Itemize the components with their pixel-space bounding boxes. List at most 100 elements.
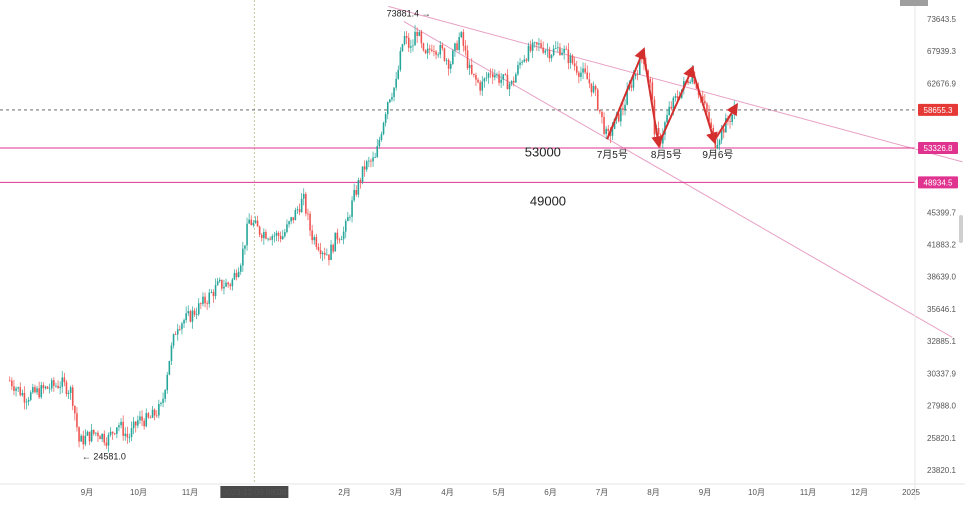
candle-body <box>573 63 576 67</box>
candle-body <box>103 433 106 443</box>
candle-body <box>158 404 160 416</box>
candle-body <box>160 402 162 405</box>
candle-body <box>344 221 347 232</box>
arrow-segment[interactable] <box>691 68 718 145</box>
candle-body <box>155 415 158 417</box>
candle-body <box>227 282 229 285</box>
crosshair-time-label: 2023-12-09 08:00 <box>223 488 287 497</box>
candle-body <box>92 429 95 434</box>
candle-body <box>139 416 141 421</box>
candle-body <box>596 89 599 110</box>
candle-body <box>563 48 565 53</box>
candle-body <box>206 303 208 305</box>
candle-body <box>286 224 288 233</box>
candle-body <box>368 160 370 162</box>
time-axis-tick-label: 2月 <box>338 488 350 497</box>
candle-body <box>418 31 421 36</box>
candle-body <box>410 46 412 48</box>
candle-body <box>443 48 446 61</box>
candle-body <box>216 281 219 286</box>
candle-body <box>38 388 40 398</box>
candle-body <box>403 36 406 45</box>
trend-channel-line[interactable] <box>388 5 963 163</box>
candle-body <box>374 157 376 158</box>
candle-body <box>542 47 544 53</box>
candle-body <box>176 329 179 335</box>
candle-body <box>67 392 70 395</box>
candle-body <box>672 97 675 109</box>
arrow-segment[interactable] <box>713 102 739 142</box>
candle-body <box>174 334 177 335</box>
candle-body <box>594 86 597 90</box>
candle-body <box>246 223 248 246</box>
candle-body <box>378 139 381 147</box>
candle-body <box>319 249 322 255</box>
candle-body <box>517 64 519 75</box>
candle-body <box>485 77 488 79</box>
candle-body <box>475 75 477 80</box>
crosshair-time-tag[interactable] <box>220 486 289 498</box>
candle-body <box>265 231 267 239</box>
price-level-tag[interactable] <box>918 103 958 116</box>
candle-body <box>326 254 328 256</box>
candle-body <box>296 209 299 211</box>
candle-body <box>504 74 507 76</box>
candle-body <box>605 128 607 134</box>
candle-body <box>357 180 360 195</box>
plot-area[interactable] <box>0 0 915 484</box>
price-level-tag[interactable] <box>918 176 958 189</box>
candle-body <box>508 83 511 90</box>
candle-body <box>231 279 234 287</box>
candle-body <box>130 428 133 438</box>
candle-body <box>416 31 418 36</box>
arrow-segment[interactable] <box>657 65 695 145</box>
candle-body <box>729 121 731 123</box>
time-axis-tick-label: 12月 <box>851 488 868 497</box>
arrow-segment[interactable] <box>606 47 646 140</box>
candle-body <box>95 432 97 434</box>
candle-body <box>481 81 484 91</box>
candle-body <box>536 42 538 45</box>
candle-body <box>491 74 494 78</box>
candle-body <box>305 193 307 214</box>
price-axis[interactable]: 73643.5 67939.3 62676.9 58655.3 53326.8 48934… <box>918 15 958 475</box>
price-axis-tick-label: 23820.1 <box>927 466 956 475</box>
candle-body <box>242 248 244 266</box>
candle-body <box>128 437 131 438</box>
candle-body <box>302 193 305 199</box>
candle-body <box>498 74 500 83</box>
candle-body <box>330 244 332 261</box>
candle-body <box>15 388 17 391</box>
candle-body <box>632 76 635 88</box>
arrow-segment[interactable] <box>642 50 664 149</box>
candle-body <box>588 79 591 84</box>
price-axis-scroll-handle[interactable] <box>959 215 963 243</box>
candle-body <box>197 303 200 315</box>
candle-body <box>347 217 349 222</box>
time-axis-tick-label: 4月 <box>441 488 453 497</box>
candle-body <box>582 68 584 73</box>
candle-body <box>412 45 414 47</box>
candle-body <box>382 122 385 135</box>
time-axis-tick-label: 11月 <box>182 488 198 497</box>
candle-body <box>48 388 51 390</box>
price-level-tag[interactable] <box>918 141 958 154</box>
candle-body <box>380 134 383 140</box>
price-level-tag-label: 48934.5 <box>924 178 953 187</box>
candle-body <box>153 409 156 416</box>
candle-body <box>422 43 425 51</box>
candle-body <box>657 127 660 135</box>
candle-body <box>525 59 528 61</box>
candle-body <box>63 377 66 383</box>
candle-body <box>294 210 297 221</box>
candle-body <box>338 239 341 241</box>
price-axis-tick-label: 67939.3 <box>927 47 956 56</box>
candle-body <box>71 387 74 406</box>
candle-body <box>393 87 395 98</box>
candle-body <box>479 82 481 91</box>
candle-body <box>630 85 633 88</box>
candle-body <box>84 435 87 445</box>
